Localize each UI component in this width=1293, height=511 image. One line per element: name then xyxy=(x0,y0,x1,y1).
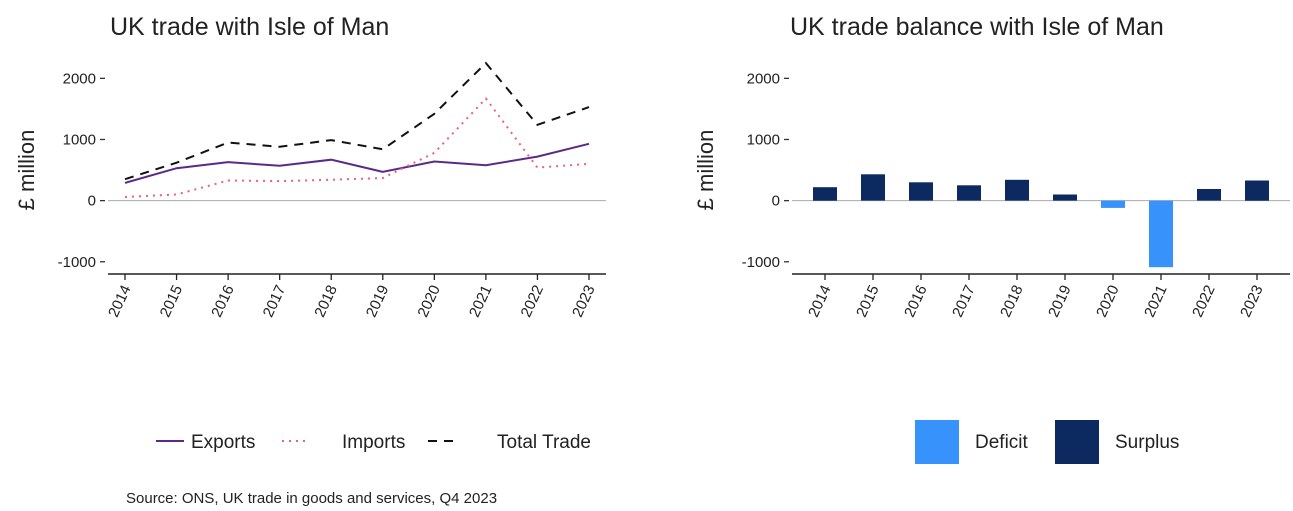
legend-label: Total Trade xyxy=(497,432,591,453)
bar-2019 xyxy=(1053,194,1077,201)
y-tick-label: 0 xyxy=(772,193,780,210)
x-tick-label: 2019 xyxy=(363,283,393,320)
x-tick-label: 2022 xyxy=(518,283,548,320)
x-tick-label: 2016 xyxy=(901,283,931,320)
x-tick-label: 2020 xyxy=(414,283,444,320)
series-line-exports xyxy=(124,142,590,184)
legend-swatch-surplus xyxy=(1055,420,1099,464)
legend-label: Surplus xyxy=(1115,432,1179,453)
bar-2015 xyxy=(861,174,885,201)
x-tick-label: 2023 xyxy=(1237,283,1267,320)
x-tick-label: 2017 xyxy=(949,283,979,320)
x-tick-label: 2014 xyxy=(105,283,135,320)
y-tick-label: 0 xyxy=(88,193,96,210)
left-chart-title: UK trade with Isle of Man xyxy=(110,13,389,41)
y-tick-label: 2000 xyxy=(63,70,96,87)
x-tick-label: 2019 xyxy=(1045,283,1075,320)
right-y-axis-label: £ million xyxy=(693,130,718,211)
bar-2014 xyxy=(813,187,837,201)
right-legend: Deficit Surplus xyxy=(915,420,1179,464)
bar-2020 xyxy=(1101,200,1125,208)
y-tick-label: -1000 xyxy=(58,254,96,271)
y-tick-label: 1000 xyxy=(63,131,96,148)
left-legend: Exports Imports Total Trade xyxy=(156,432,591,453)
right-plot-area: -1000 0 1000 2000 2014 2015 2016 2017 2018 2019 20… xyxy=(742,70,1290,320)
legend-label: Deficit xyxy=(975,432,1029,453)
x-tick-label: 2018 xyxy=(997,283,1027,320)
left-y-axis-label: £ million xyxy=(14,130,39,211)
x-tick-label: 2022 xyxy=(1189,283,1219,320)
x-tick-label: 2014 xyxy=(805,283,835,320)
x-tick-label: 2017 xyxy=(260,283,290,320)
series-line-imports xyxy=(124,96,590,198)
x-tick-label: 2015 xyxy=(157,283,187,320)
x-tick-label: 2016 xyxy=(208,283,238,320)
x-tick-label: 2021 xyxy=(1141,283,1171,320)
bar-2018 xyxy=(1005,179,1029,201)
x-tick-label: 2018 xyxy=(311,283,341,320)
left-plot-area: -1000 0 1000 2000 2014 2015 2016 2017 2018 2019 20… xyxy=(58,61,606,320)
y-tick-label: 1000 xyxy=(747,131,780,148)
x-tick-label: 2020 xyxy=(1093,283,1123,320)
x-tick-label: 2015 xyxy=(853,283,883,320)
bar-2022 xyxy=(1197,189,1221,201)
bar-2017 xyxy=(957,185,981,201)
series-line-total-trade xyxy=(124,61,590,181)
bar-2023 xyxy=(1245,180,1269,201)
bar-2021 xyxy=(1149,200,1173,268)
y-tick-label: 2000 xyxy=(747,70,780,87)
right-chart-title: UK trade balance with Isle of Man xyxy=(790,13,1164,41)
x-tick-label: 2021 xyxy=(466,283,496,320)
legend-label: Imports xyxy=(342,432,405,453)
source-note: Source: ONS, UK trade in goods and servi… xyxy=(126,490,497,507)
legend-swatch-deficit xyxy=(915,420,959,464)
bar-2016 xyxy=(909,182,933,201)
x-tick-label: 2023 xyxy=(569,283,599,320)
legend-label: Exports xyxy=(191,432,255,453)
y-tick-label: -1000 xyxy=(742,254,780,271)
